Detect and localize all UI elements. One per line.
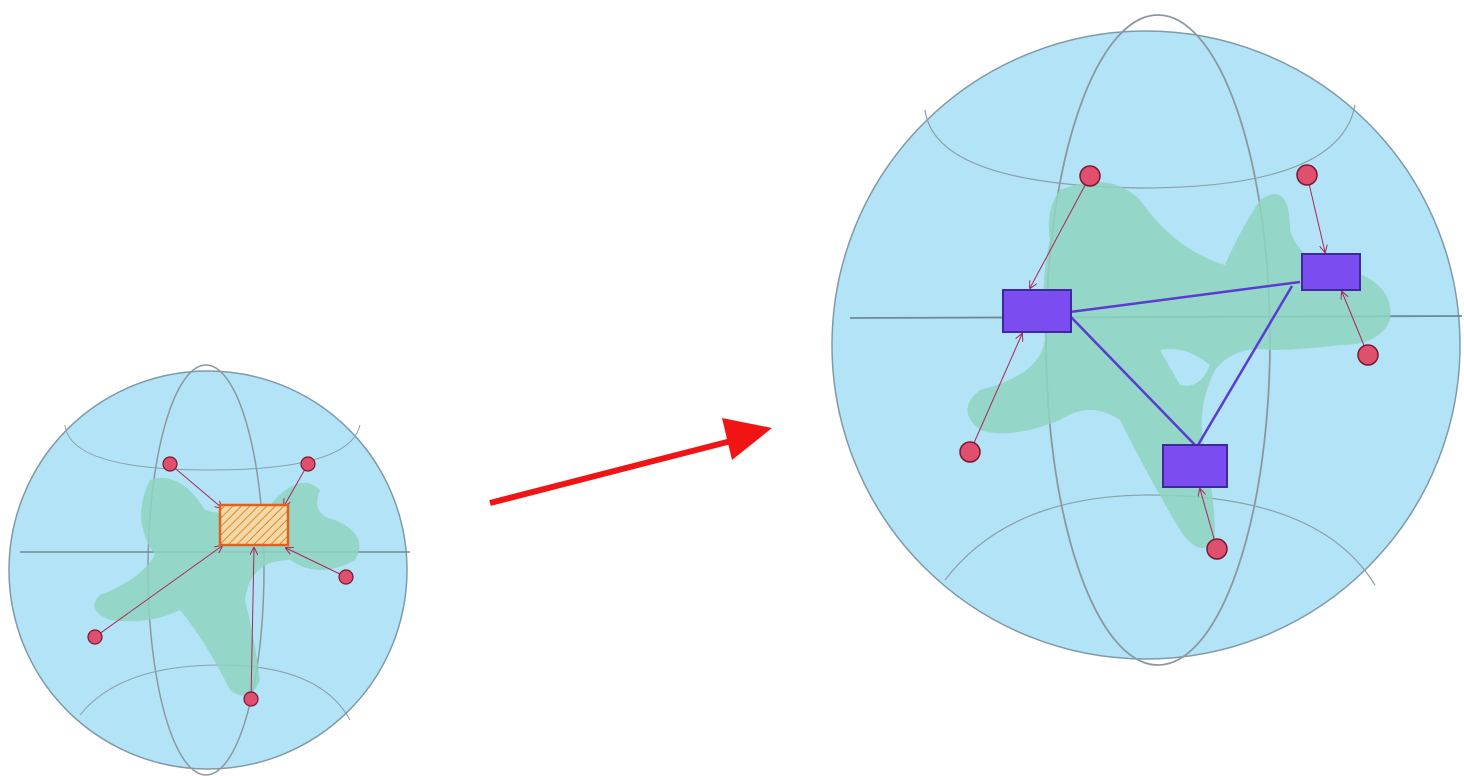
links <box>1069 280 1301 446</box>
latitude <box>944 494 1376 586</box>
point <box>243 691 259 707</box>
point <box>1357 344 1379 366</box>
arrow <box>1306 174 1325 252</box>
arrow <box>969 334 1022 453</box>
arrows <box>94 463 347 700</box>
point <box>87 629 103 645</box>
arrow-shaft <box>489 437 736 506</box>
arrow <box>169 463 222 508</box>
arrow <box>251 548 254 700</box>
point <box>300 456 316 472</box>
arrow <box>1030 175 1091 288</box>
arrow <box>286 548 347 578</box>
latitude <box>924 104 1356 189</box>
blob-hole <box>1160 349 1210 386</box>
large-sphere <box>831 14 1463 666</box>
point <box>1206 538 1228 560</box>
blob <box>94 478 360 696</box>
box <box>1301 253 1361 291</box>
link <box>1196 285 1294 446</box>
box <box>1002 289 1072 333</box>
points <box>87 456 354 707</box>
point <box>1079 165 1101 187</box>
point <box>162 456 178 472</box>
transition-arrow <box>489 418 772 506</box>
link <box>1069 280 1301 314</box>
box <box>1162 444 1228 488</box>
point <box>959 441 981 463</box>
arrow-head <box>722 418 772 460</box>
link <box>1069 315 1196 446</box>
arrow <box>284 463 309 506</box>
latitude <box>64 424 361 471</box>
arrow <box>1342 292 1369 356</box>
arrow <box>94 546 222 638</box>
boxes <box>1002 253 1361 488</box>
small-sphere <box>8 364 410 776</box>
hatched-box <box>218 503 290 547</box>
point <box>1296 164 1318 186</box>
point <box>338 569 354 585</box>
points <box>959 164 1379 560</box>
